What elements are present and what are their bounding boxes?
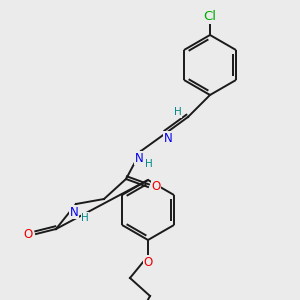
Text: H: H [81,213,89,223]
Text: N: N [70,206,78,218]
Text: O: O [152,181,160,194]
Text: H: H [174,107,182,117]
Text: H: H [145,159,153,169]
Text: N: N [135,152,143,164]
Text: O: O [143,256,153,268]
Text: Cl: Cl [203,11,217,23]
Text: O: O [23,227,33,241]
Text: N: N [164,131,172,145]
